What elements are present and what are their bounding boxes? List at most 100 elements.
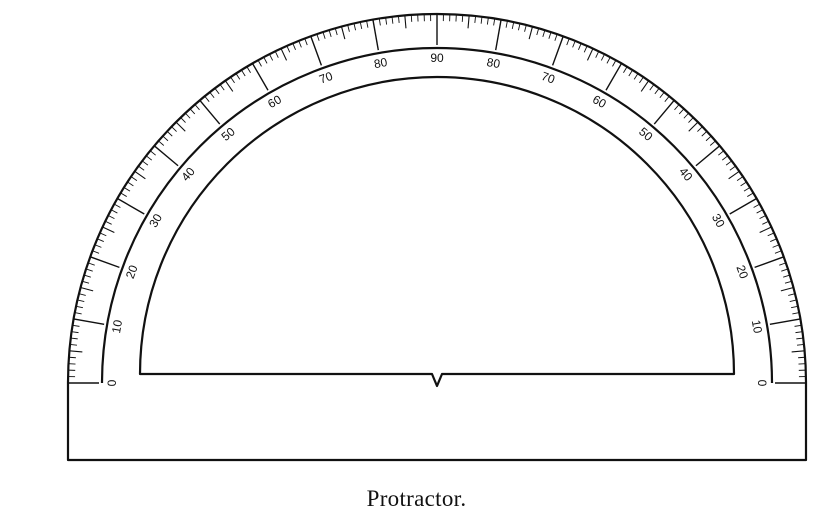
major-tick: [73, 318, 105, 325]
minor-tick: [82, 280, 90, 284]
minor-tick: [600, 54, 605, 61]
major-tick: [372, 19, 379, 51]
minor-tick: [756, 209, 764, 214]
minor-tick: [697, 126, 703, 132]
minor-tick: [595, 51, 600, 58]
degree-label: 10: [749, 319, 765, 335]
minor-tick: [743, 187, 751, 192]
medium-tick: [780, 286, 794, 292]
minor-tick: [322, 31, 326, 39]
medium-tick: [102, 226, 115, 234]
minor-tick: [770, 238, 777, 242]
minor-tick: [180, 117, 186, 123]
minor-tick: [334, 28, 338, 36]
minor-tick: [701, 131, 708, 137]
minor-tick: [70, 337, 78, 340]
minor-tick: [269, 54, 274, 61]
minor-tick: [77, 299, 85, 303]
medium-tick: [134, 170, 146, 180]
minor-tick: [796, 343, 805, 346]
minor-tick: [779, 262, 787, 266]
minor-tick: [359, 21, 363, 30]
minor-tick: [328, 29, 332, 37]
major-tick: [754, 256, 784, 269]
major-tick: [90, 256, 120, 269]
minor-tick: [788, 293, 796, 296]
minor-tick: [85, 268, 93, 272]
minor-tick: [391, 16, 394, 24]
minor-tick: [536, 28, 540, 36]
minor-tick: [257, 60, 262, 67]
minor-tick: [649, 84, 655, 91]
medium-tick: [759, 226, 772, 234]
major-tick: [153, 145, 179, 167]
minor-tick: [214, 88, 220, 95]
minor-tick: [97, 238, 104, 242]
degree-label: 70: [539, 69, 557, 87]
minor-tick: [792, 312, 800, 315]
minor-tick: [72, 324, 80, 327]
minor-tick: [659, 91, 665, 99]
medium-tick: [688, 121, 699, 132]
minor-tick: [171, 126, 177, 132]
minor-tick: [623, 66, 628, 73]
minor-tick: [138, 165, 145, 171]
minor-tick: [78, 293, 86, 296]
minor-tick: [235, 73, 241, 80]
minor-tick: [353, 23, 357, 31]
minor-tick: [92, 250, 100, 254]
degree-label: 80: [486, 55, 502, 71]
degree-label: 30: [709, 211, 728, 230]
minor-tick: [246, 66, 251, 73]
minor-tick: [725, 160, 732, 166]
major-tick: [310, 36, 323, 66]
minor-tick: [166, 131, 173, 137]
minor-tick: [705, 135, 712, 142]
minor-tick: [794, 324, 802, 327]
medium-tick: [340, 26, 346, 40]
degree-label: 90: [430, 51, 444, 65]
minor-tick: [74, 312, 82, 315]
minor-tick: [194, 104, 200, 111]
outer-edge: [66, 12, 808, 462]
medium-tick: [175, 121, 186, 132]
minor-tick: [505, 20, 508, 28]
major-tick: [653, 99, 675, 125]
minor-tick: [149, 150, 156, 156]
minor-tick: [578, 43, 582, 50]
minor-tick: [783, 274, 791, 278]
medium-tick: [728, 170, 740, 180]
degree-label: 30: [146, 211, 165, 230]
minor-tick: [347, 24, 350, 32]
minor-tick: [612, 60, 617, 67]
minor-tick: [628, 69, 633, 77]
minor-tick: [789, 299, 797, 303]
minor-tick: [94, 244, 102, 248]
minor-tick: [762, 220, 769, 225]
minor-tick: [219, 84, 225, 91]
minor-tick: [548, 31, 552, 39]
inner-cutout: [138, 75, 736, 388]
minor-tick: [123, 187, 131, 192]
minor-tick: [189, 108, 196, 115]
minor-tick: [633, 73, 639, 80]
minor-tick: [274, 51, 279, 58]
minor-tick: [524, 24, 527, 32]
major-tick: [199, 99, 221, 125]
minor-tick: [729, 165, 736, 171]
major-tick: [251, 63, 269, 91]
major-tick: [551, 36, 564, 66]
minor-tick: [709, 140, 716, 146]
major-tick: [769, 318, 801, 325]
minor-tick: [740, 181, 747, 187]
minor-tick: [493, 18, 496, 26]
minor-tick: [583, 45, 588, 53]
degree-ticks: [68, 14, 806, 384]
minor-tick: [747, 192, 754, 197]
minor-tick: [517, 23, 521, 31]
major-tick: [695, 145, 721, 167]
minor-tick: [87, 262, 95, 266]
degree-label: 20: [733, 263, 751, 281]
medium-tick: [224, 80, 234, 92]
